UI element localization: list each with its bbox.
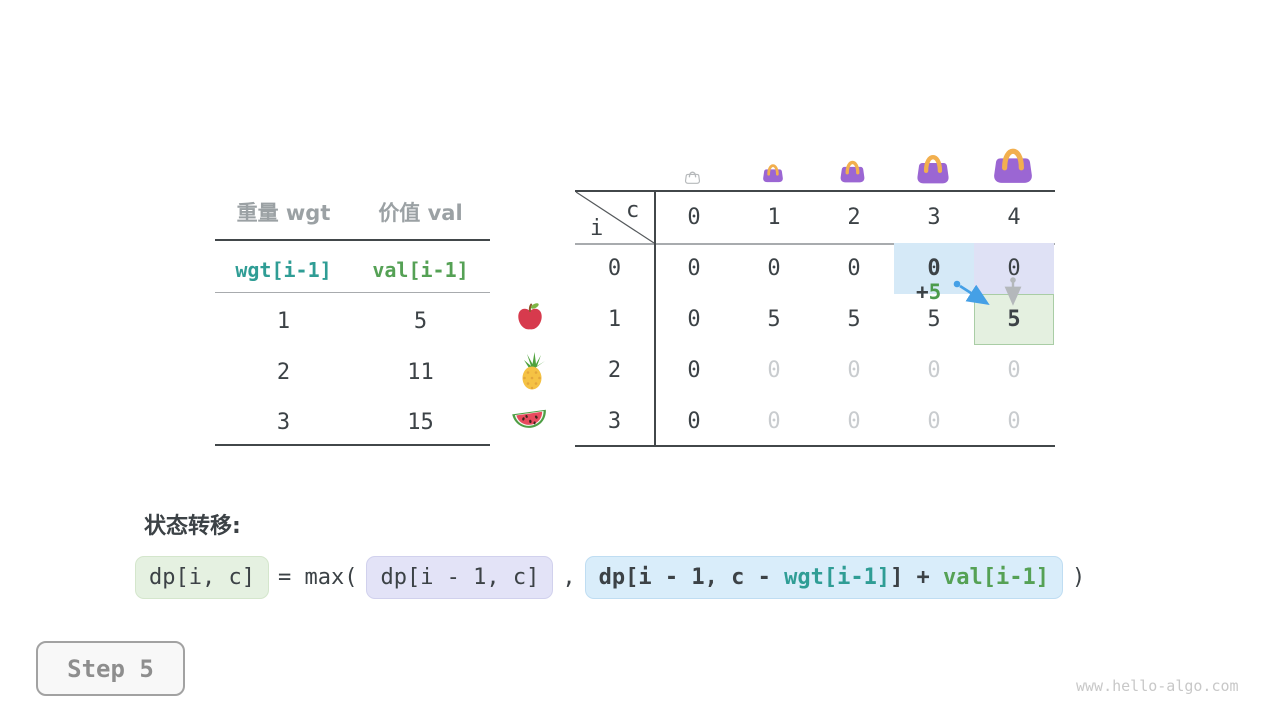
dp-cell-0-1: 0: [767, 256, 781, 281]
arg2-wgt: wgt[i-1]: [784, 565, 891, 590]
item-weight: 3: [276, 409, 291, 435]
dp-cell-2-3: 0: [927, 358, 941, 383]
items-table-header-value: 价值 val: [378, 201, 463, 225]
items-table-sub-rule: [215, 292, 490, 293]
dp-cell-0-2: 0: [847, 256, 861, 281]
dp-row-header: 2: [607, 358, 622, 383]
dp-cell-1-0: 0: [687, 307, 701, 332]
dp-cell-2-4: 0: [1007, 358, 1021, 383]
gray-arrow-dot: [1010, 277, 1016, 283]
added-value: 5: [928, 280, 942, 304]
dp-col-header: 3: [927, 204, 941, 230]
dp-cell-2-1: 0: [767, 358, 781, 383]
formula-arg2-box: dp[i - 1, c - wgt[i-1]] + val[i-1]: [584, 556, 1064, 599]
pineapple-icon: [522, 352, 545, 390]
arg2-val: val[i-1]: [943, 565, 1050, 590]
formula-operator: = max(: [277, 565, 358, 590]
item-weight: 2: [276, 359, 291, 385]
dp-cell-3-4: 0: [1007, 409, 1021, 434]
dp-cell-1-1: 5: [767, 307, 781, 332]
dp-cell-2-0: 0: [687, 358, 701, 383]
state-transition-label: 状态转移:: [144, 514, 241, 539]
dp-col-header: 0: [687, 204, 701, 230]
dp-cell-3-0: 0: [687, 409, 701, 434]
item-value: 11: [407, 359, 434, 385]
transition-arrows: [953, 277, 1022, 306]
watermelon-icon: [512, 409, 546, 428]
bag-icon-c4: [994, 148, 1032, 183]
dp-cell-3-2: 0: [847, 409, 861, 434]
watermark: www.hello-algo.com: [1076, 677, 1239, 695]
state-transition-formula: dp[i, c] = max( dp[i - 1, c] , dp[i - 1,…: [135, 556, 1085, 599]
item-weight: 1: [276, 308, 291, 334]
dp-col-header: 2: [847, 204, 861, 230]
dp-row-header: 0: [607, 256, 622, 281]
step-button[interactable]: Step 5: [36, 641, 185, 696]
empty-bag-icon: [684, 171, 701, 184]
dp-table-vertical-rule: [654, 190, 656, 447]
dp-cell-1-3: 5: [927, 307, 941, 332]
blue-arrow-dot: [953, 280, 961, 288]
apple-icon: [518, 303, 542, 330]
item-value: 5: [413, 308, 428, 334]
dp-table-top-rule: [575, 190, 1055, 192]
corner-row-label: i: [590, 216, 604, 241]
dp-cell-2-2: 0: [847, 358, 861, 383]
dp-table-bottom-rule: [575, 445, 1055, 447]
items-table-sub-value: val[i-1]: [372, 258, 469, 282]
bag-icon-c2: [840, 160, 865, 183]
dp-cell-3-1: 0: [767, 409, 781, 434]
items-table-header-weight: 重量 wgt: [236, 201, 331, 225]
items-table-bottom-rule: [215, 444, 490, 446]
formula-close-paren: ): [1072, 565, 1086, 590]
items-table-sub-weight: wgt[i-1]: [235, 258, 332, 282]
formula-arg1-box: dp[i - 1, c]: [366, 556, 554, 599]
dp-col-header: 1: [767, 204, 781, 230]
items-table-header-rule: [215, 239, 490, 241]
arg2-part1: dp[i - 1, c -: [598, 565, 785, 590]
transition-annotation: +5: [916, 280, 941, 304]
dp-row-header: 1: [607, 307, 622, 332]
formula-comma: ,: [562, 565, 576, 590]
corner-col-label: c: [626, 198, 640, 223]
bag-icon-c3: [917, 155, 949, 184]
dp-cell-0-0: 0: [687, 256, 701, 281]
dp-table-header-rule: [575, 243, 1055, 245]
dp-cell-1-2: 5: [847, 307, 861, 332]
formula-lhs-box: dp[i, c]: [135, 556, 269, 599]
dp-col-header: 4: [1007, 204, 1021, 230]
corner-diagonal: [575, 191, 655, 244]
bag-icon-c1: [763, 164, 783, 183]
plus-sign: +: [916, 280, 929, 304]
dp-row-header: 3: [607, 409, 622, 434]
arg2-part3: ] +: [890, 565, 944, 590]
blue-diagonal-arrow: [959, 284, 990, 306]
dp-cell-3-3: 0: [927, 409, 941, 434]
item-value: 15: [407, 409, 434, 435]
